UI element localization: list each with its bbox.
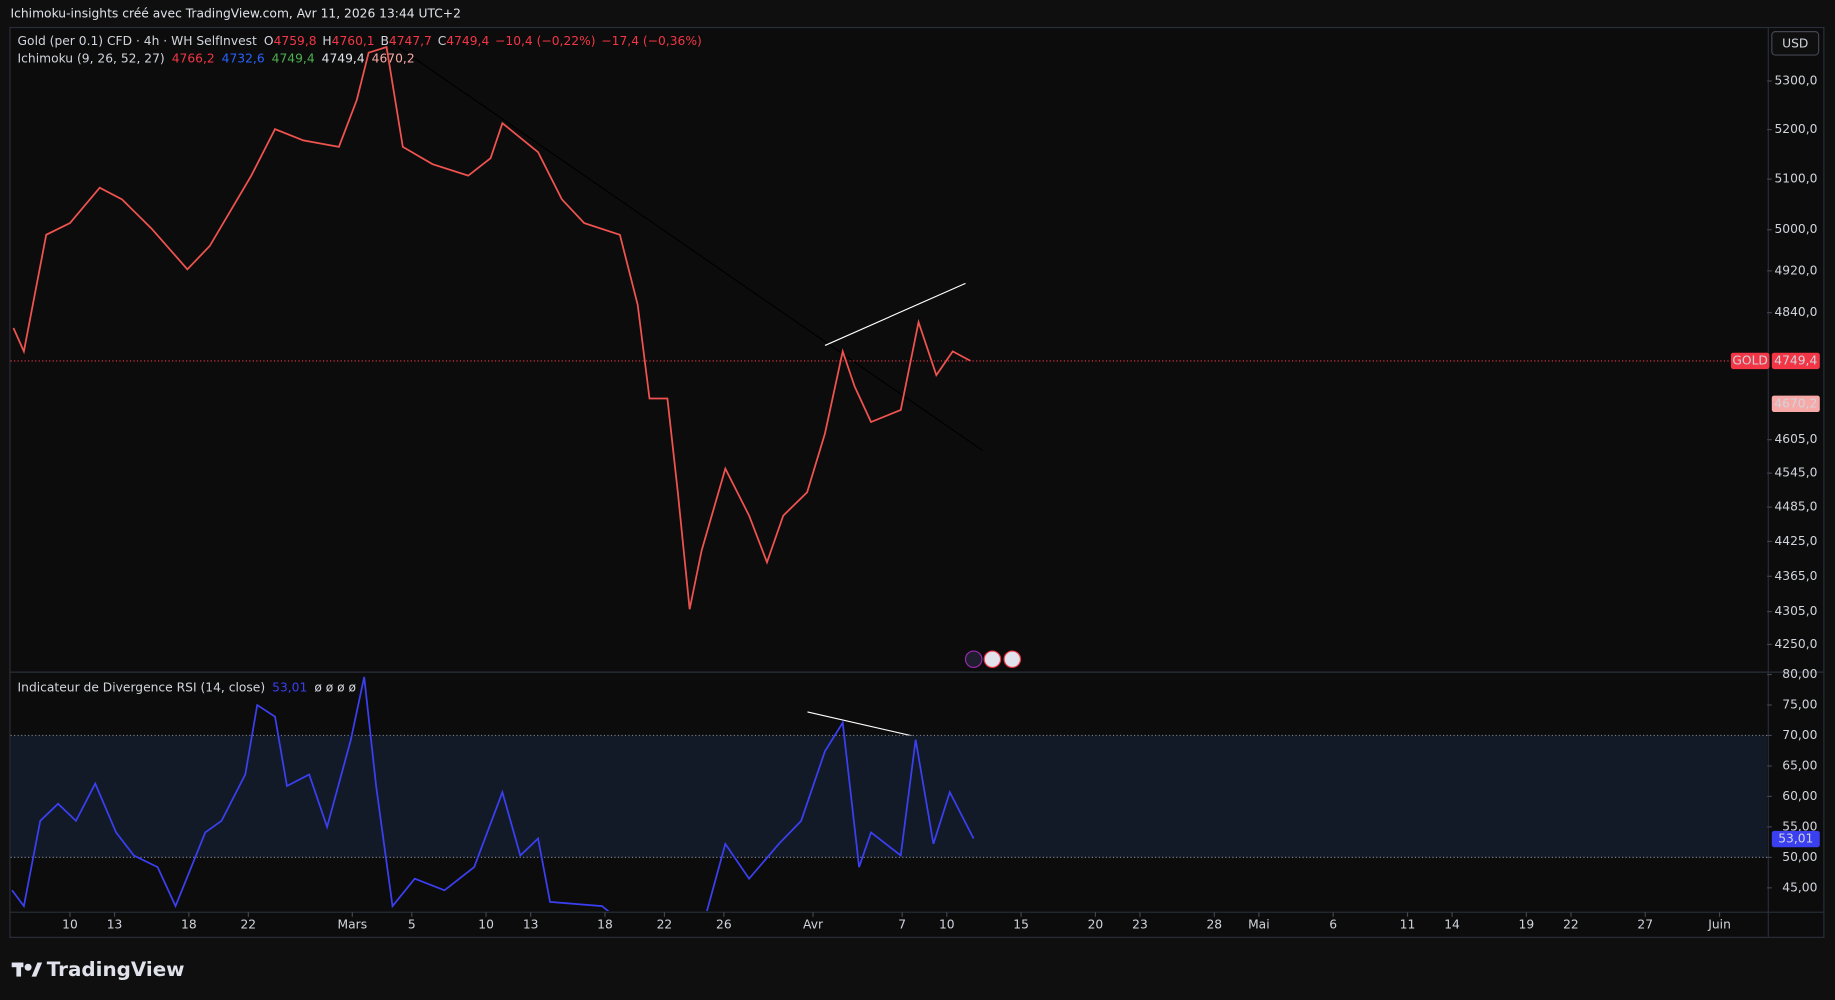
indicator-value: 53,01: [272, 680, 307, 694]
ohlc-label: H: [322, 33, 331, 47]
x-tick-label: 7: [898, 918, 906, 932]
indicator-value: 4749,4: [322, 51, 365, 65]
series-line: [12, 45, 971, 610]
change: −10,4 (−0,22%): [495, 33, 595, 47]
x-tick-label: 6: [1329, 918, 1337, 932]
pane: [10, 676, 1768, 912]
x-tick-label: 10: [62, 918, 78, 932]
x-tick-label: 27: [1637, 918, 1653, 932]
x-tick-label: 22: [657, 918, 673, 932]
y-tick-label: 4605,0: [1774, 432, 1817, 446]
y-tick-label: 50,00: [1782, 850, 1817, 864]
y-tick-label: 45,00: [1782, 880, 1817, 894]
x-tick-label: Mai: [1248, 918, 1270, 932]
indicator-name: Indicateur de Divergence RSI (14, close): [18, 680, 266, 694]
last-value-box: [1771, 830, 1820, 848]
x-tick-label: 23: [1132, 918, 1148, 932]
header-title: Ichimoku-insights créé avec TradingView.…: [11, 7, 461, 21]
y-tick-label: 70,00: [1782, 728, 1817, 742]
x-tick-label: 22: [240, 918, 256, 932]
indicator-value: 4749,4: [272, 51, 315, 65]
indicator-flags: ø ø ø ø: [314, 680, 356, 694]
x-tick-label: Mars: [338, 918, 368, 932]
x-tick-label: 14: [1444, 918, 1460, 932]
x-tick-label: Avr: [803, 918, 824, 932]
legend-row: Ichimoku (9, 26, 52, 27) 4766,2 4732,6 4749…: [18, 51, 415, 65]
x-tick-label: 20: [1088, 918, 1104, 932]
legend-row: Gold (per 0.1) CFD · 4h · WH SelfInvest O…: [18, 33, 702, 47]
y-tick-label: 5100,0: [1774, 172, 1817, 186]
price-label-box: [1771, 395, 1820, 413]
y-tick-label: 5000,0: [1774, 222, 1817, 236]
pane: [12, 45, 971, 610]
x-tick-label: 10: [478, 918, 494, 932]
y-tick-label: 4545,0: [1774, 466, 1817, 480]
x-tick-label: 5: [408, 918, 416, 932]
symbol-badge-label: GOLD: [1732, 353, 1767, 367]
ohlc-label: C: [438, 33, 447, 47]
y-tick-label: 4365,0: [1774, 569, 1817, 583]
event-icon[interactable]: [983, 650, 1002, 669]
indicator-legend: Indicateur de Divergence RSI (14, close)…: [18, 680, 357, 694]
x-tick-label: 22: [1563, 918, 1579, 932]
last-value-label: 53,01: [1778, 832, 1813, 846]
x-tick-label: 18: [597, 918, 613, 932]
y-tick-label: 5300,0: [1774, 73, 1817, 87]
indicator-value: 4766,2: [172, 51, 215, 65]
ohlc-value: 4760,1: [332, 33, 375, 47]
ohlc-label: B: [380, 33, 388, 47]
ohlc-value: 4759,8: [274, 33, 317, 47]
symbol-badge: [1730, 352, 1770, 370]
price-label: 4749,4: [1774, 353, 1817, 367]
x-tick-label: Juin: [1707, 918, 1731, 932]
x-tick-label: 15: [1013, 918, 1029, 932]
indicator-name: Ichimoku (9, 26, 52, 27): [18, 51, 165, 65]
symbol: Gold (per 0.1) CFD · 4h · WH SelfInvest: [18, 33, 258, 47]
y-tick-label: 5200,0: [1774, 122, 1817, 136]
trend-line: [824, 282, 966, 346]
y-tick-label: 4920,0: [1774, 263, 1817, 277]
y-tick-label: 60,00: [1782, 789, 1817, 803]
y-tick-label: 65,00: [1782, 758, 1817, 772]
event-icon[interactable]: [1003, 650, 1022, 669]
event-icon[interactable]: [964, 650, 983, 669]
indicator-value: 4670,2: [372, 51, 415, 65]
y-tick-label: 75,00: [1782, 697, 1817, 711]
x-tick-label: 19: [1519, 918, 1535, 932]
y-tick-label: 4305,0: [1774, 604, 1817, 618]
price-label-box: [1771, 352, 1820, 370]
footer-brand: TradingView: [47, 958, 185, 981]
x-tick-label: 13: [107, 918, 123, 932]
y-tick-label: 4425,0: [1774, 534, 1817, 548]
y-tick-label: 55,00: [1782, 819, 1817, 833]
x-tick-label: 26: [716, 918, 732, 932]
footer-logo: [11, 962, 43, 977]
price-label: 4670,2: [1774, 396, 1817, 410]
ohlc-value: 4747,7: [389, 33, 432, 47]
x-tick-label: 13: [523, 918, 539, 932]
trend-line: [397, 46, 984, 452]
y-tick-label: 4485,0: [1774, 500, 1817, 514]
y-tick-label: 80,00: [1782, 667, 1817, 681]
series-line: [11, 676, 975, 912]
y-tick-label: 4250,0: [1774, 637, 1817, 651]
x-tick-label: 11: [1400, 918, 1416, 932]
x-tick-label: 10: [939, 918, 955, 932]
ohlc-label: O: [264, 33, 274, 47]
currency[interactable]: USD: [1782, 36, 1808, 50]
y-tick-label: 4840,0: [1774, 305, 1817, 319]
legend: Gold (per 0.1) CFD · 4h · WH SelfInvest O…: [18, 33, 702, 65]
x-tick-label: 18: [181, 918, 197, 932]
currency-button[interactable]: [1771, 31, 1820, 56]
change: −17,4 (−0,36%): [601, 33, 701, 47]
ohlc-value: 4749,4: [446, 33, 489, 47]
rsi-band: [10, 735, 1768, 858]
x-tick-label: 28: [1206, 918, 1222, 932]
indicator-value: 4732,6: [222, 51, 265, 65]
